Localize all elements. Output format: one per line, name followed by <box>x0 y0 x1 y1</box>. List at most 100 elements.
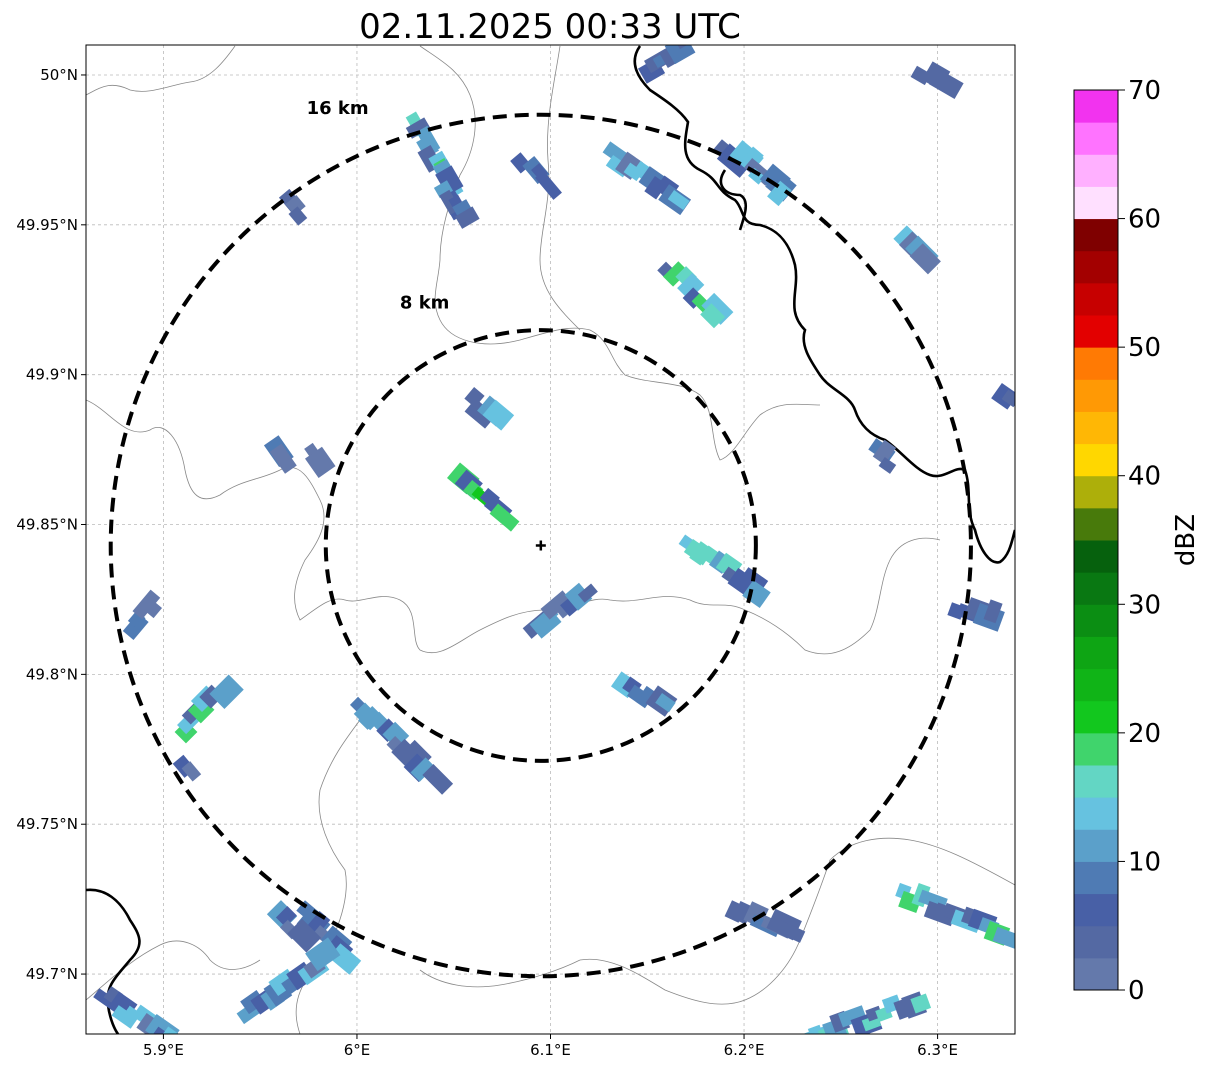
echo-patch <box>236 937 341 1025</box>
map-area: 8 km 16 km <box>86 45 1015 1034</box>
echo-patch <box>93 986 197 1034</box>
colorbar-segment <box>1074 540 1118 573</box>
colorbar-segment <box>1074 475 1118 509</box>
echo-patch <box>174 674 244 744</box>
regional-boundary <box>86 940 261 1001</box>
map-title: 02.11.2025 00:33 UTC <box>359 7 741 47</box>
echo-patch <box>947 597 1005 632</box>
colorbar-segment <box>1074 861 1118 895</box>
national-border <box>633 45 1015 564</box>
lat-tick-label: 49.75°N <box>16 815 78 833</box>
colorbar-tick-label: 60 <box>1128 205 1161 235</box>
colorbar-tick-label: 70 <box>1128 76 1161 106</box>
echo-patch <box>122 589 163 640</box>
latitude-ticks: 50°N 49.95°N 49.9°N 49.85°N 49.8°N 49.75°N 49.… <box>16 66 86 983</box>
echo-patch <box>724 900 806 943</box>
colorbar-segment <box>1074 282 1118 316</box>
echo-patch <box>657 261 734 329</box>
lat-tick-label: 49.9°N <box>26 366 78 384</box>
lon-tick-label: 6°E <box>344 1041 371 1059</box>
echo-patch <box>304 442 336 479</box>
lat-tick-label: 50°N <box>40 66 78 84</box>
echo-patch <box>868 438 897 474</box>
colorbar-frame <box>1073 89 1119 991</box>
national-border <box>86 888 141 1034</box>
colorbar-segment <box>1074 925 1118 959</box>
echo-patch <box>266 900 322 953</box>
colorbar-label: dBZ <box>1171 514 1201 566</box>
regional-boundary <box>86 399 941 655</box>
lon-tick-label: 5.9°E <box>143 1041 184 1059</box>
colorbar-segment <box>1074 604 1118 637</box>
echo-patch <box>432 159 480 229</box>
lat-tick-label: 49.95°N <box>16 216 78 234</box>
lon-tick-label: 6.2°E <box>724 1041 765 1059</box>
range-ring <box>323 328 758 763</box>
colorbar-segment <box>1074 636 1118 670</box>
echo-patch <box>446 462 520 532</box>
colorbar-segment <box>1074 250 1118 284</box>
colorbar-segment <box>1074 122 1118 155</box>
colorbar-segment <box>1074 893 1118 927</box>
echo-patch <box>895 882 1015 951</box>
colorbar-segment <box>1074 443 1118 477</box>
echo-patch <box>172 754 202 782</box>
lat-tick-label: 49.7°N <box>26 965 78 983</box>
radar-site-marker <box>535 540 546 551</box>
colorbar-segment <box>1074 154 1118 187</box>
echo-patch <box>278 188 308 226</box>
regional-boundary <box>419 959 581 988</box>
colorbar-segment <box>1074 797 1118 830</box>
colorbar-segment <box>1074 411 1118 445</box>
echo-patch <box>713 139 797 207</box>
lat-tick-label: 49.8°N <box>26 665 78 683</box>
colorbar-segment <box>1074 957 1118 991</box>
lat-tick-label: 49.85°N <box>16 516 78 534</box>
colorbar-segment <box>1074 572 1118 605</box>
colorbar-segment <box>1074 668 1118 702</box>
longitude-ticks: 5.9°E 6°E 6.1°E 6.2°E 6.3°E <box>143 1034 958 1059</box>
colorbar-segment <box>1074 765 1118 798</box>
colorbar-tick-label: 30 <box>1128 590 1161 620</box>
regional-boundary <box>539 45 581 331</box>
echo-patch <box>893 225 941 275</box>
regional-boundary <box>419 45 821 461</box>
colorbar-tick-label: 10 <box>1128 847 1161 877</box>
echo-patch <box>464 387 515 431</box>
lon-tick-label: 6.1°E <box>530 1041 571 1059</box>
colorbar-tick-label: 0 <box>1128 976 1145 1006</box>
grid-lines <box>86 45 1015 1034</box>
colorbar-tick-label: 40 <box>1128 462 1161 492</box>
colorbar-segment <box>1074 186 1118 220</box>
colorbar-tick-label: 50 <box>1128 333 1161 363</box>
colorbar-segment <box>1074 507 1118 541</box>
regional-boundary <box>86 45 236 96</box>
colorbar-segment <box>1074 218 1118 252</box>
colorbar-segment <box>1074 732 1118 766</box>
echo-patch <box>263 435 297 474</box>
colorbar-segment <box>1074 315 1118 348</box>
range-ring-label: 8 km <box>400 293 450 314</box>
colorbar-segment <box>1074 700 1118 734</box>
colorbar: 0 10 20 30 40 50 60 70 dBZ <box>1073 76 1201 1006</box>
echo-patch <box>522 582 598 639</box>
national-border <box>719 169 748 231</box>
colorbar-segment <box>1074 379 1118 412</box>
echo-patch <box>510 152 562 200</box>
lon-tick-label: 6.3°E <box>917 1041 958 1059</box>
echo-patch <box>991 382 1015 410</box>
colorbar-segment <box>1074 347 1118 380</box>
echo-patch <box>637 45 696 84</box>
echo-patch <box>349 696 454 795</box>
echo-patch <box>602 141 692 216</box>
echo-patch <box>910 61 964 99</box>
radar-echoes <box>93 45 1015 1034</box>
echo-patch <box>798 991 932 1034</box>
range-rings: 8 km 16 km <box>108 98 973 979</box>
echo-patch <box>610 671 678 717</box>
range-ring <box>108 112 973 979</box>
colorbar-segment <box>1074 829 1118 862</box>
colorbar-segment <box>1074 90 1118 123</box>
range-ring-label: 16 km <box>307 98 369 119</box>
